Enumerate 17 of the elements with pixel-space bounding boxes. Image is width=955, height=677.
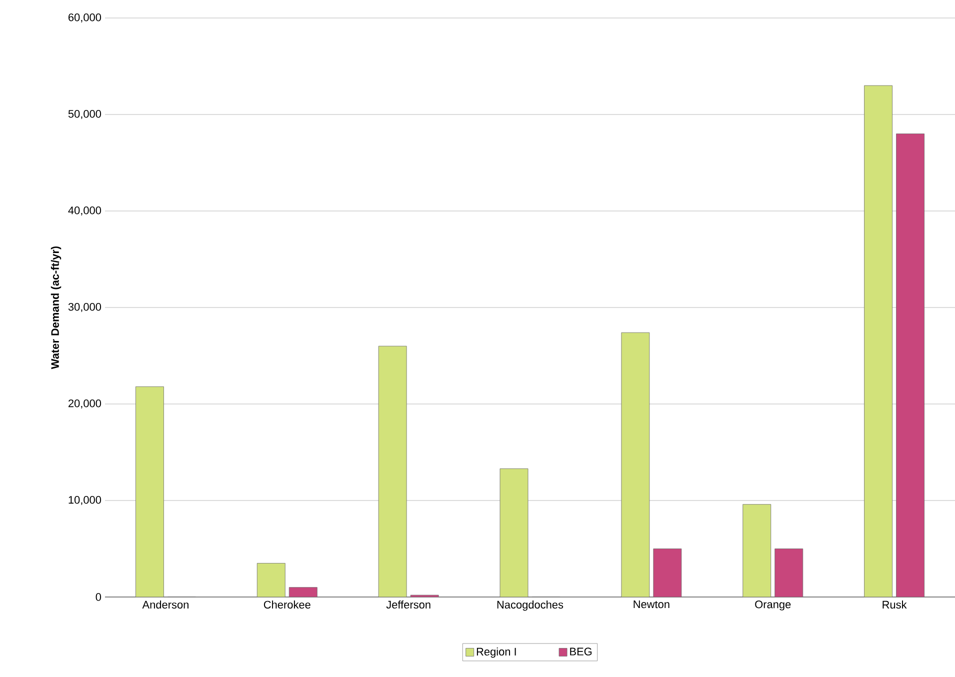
y-tick-label: 30,000 [68,302,102,312]
x-tick-label: Newton [634,600,670,608]
legend-label: Region I [476,648,516,658]
x-tick-label: Rusk [882,600,907,609]
x-tick-label: Anderson [142,600,188,609]
y-tick-label: 10,000 [68,496,102,506]
y-axis-title: Water Demand (ac-ft/yr) [50,246,62,370]
y-tick-label: 20,000 [68,399,102,409]
y-tick-label: 40,000 [68,206,102,216]
y-tick-label: 60,000 [68,13,102,23]
x-tick-label: Cherokee [264,600,310,609]
x-tick-label: Orange [755,600,791,610]
x-tick-label: Jefferson [386,600,430,609]
y-tick-label: 50,000 [68,110,102,120]
x-tick-label: Nacogdoches [497,600,564,611]
y-tick-label: 0 [96,593,102,601]
legend-label: BEG [570,648,592,656]
